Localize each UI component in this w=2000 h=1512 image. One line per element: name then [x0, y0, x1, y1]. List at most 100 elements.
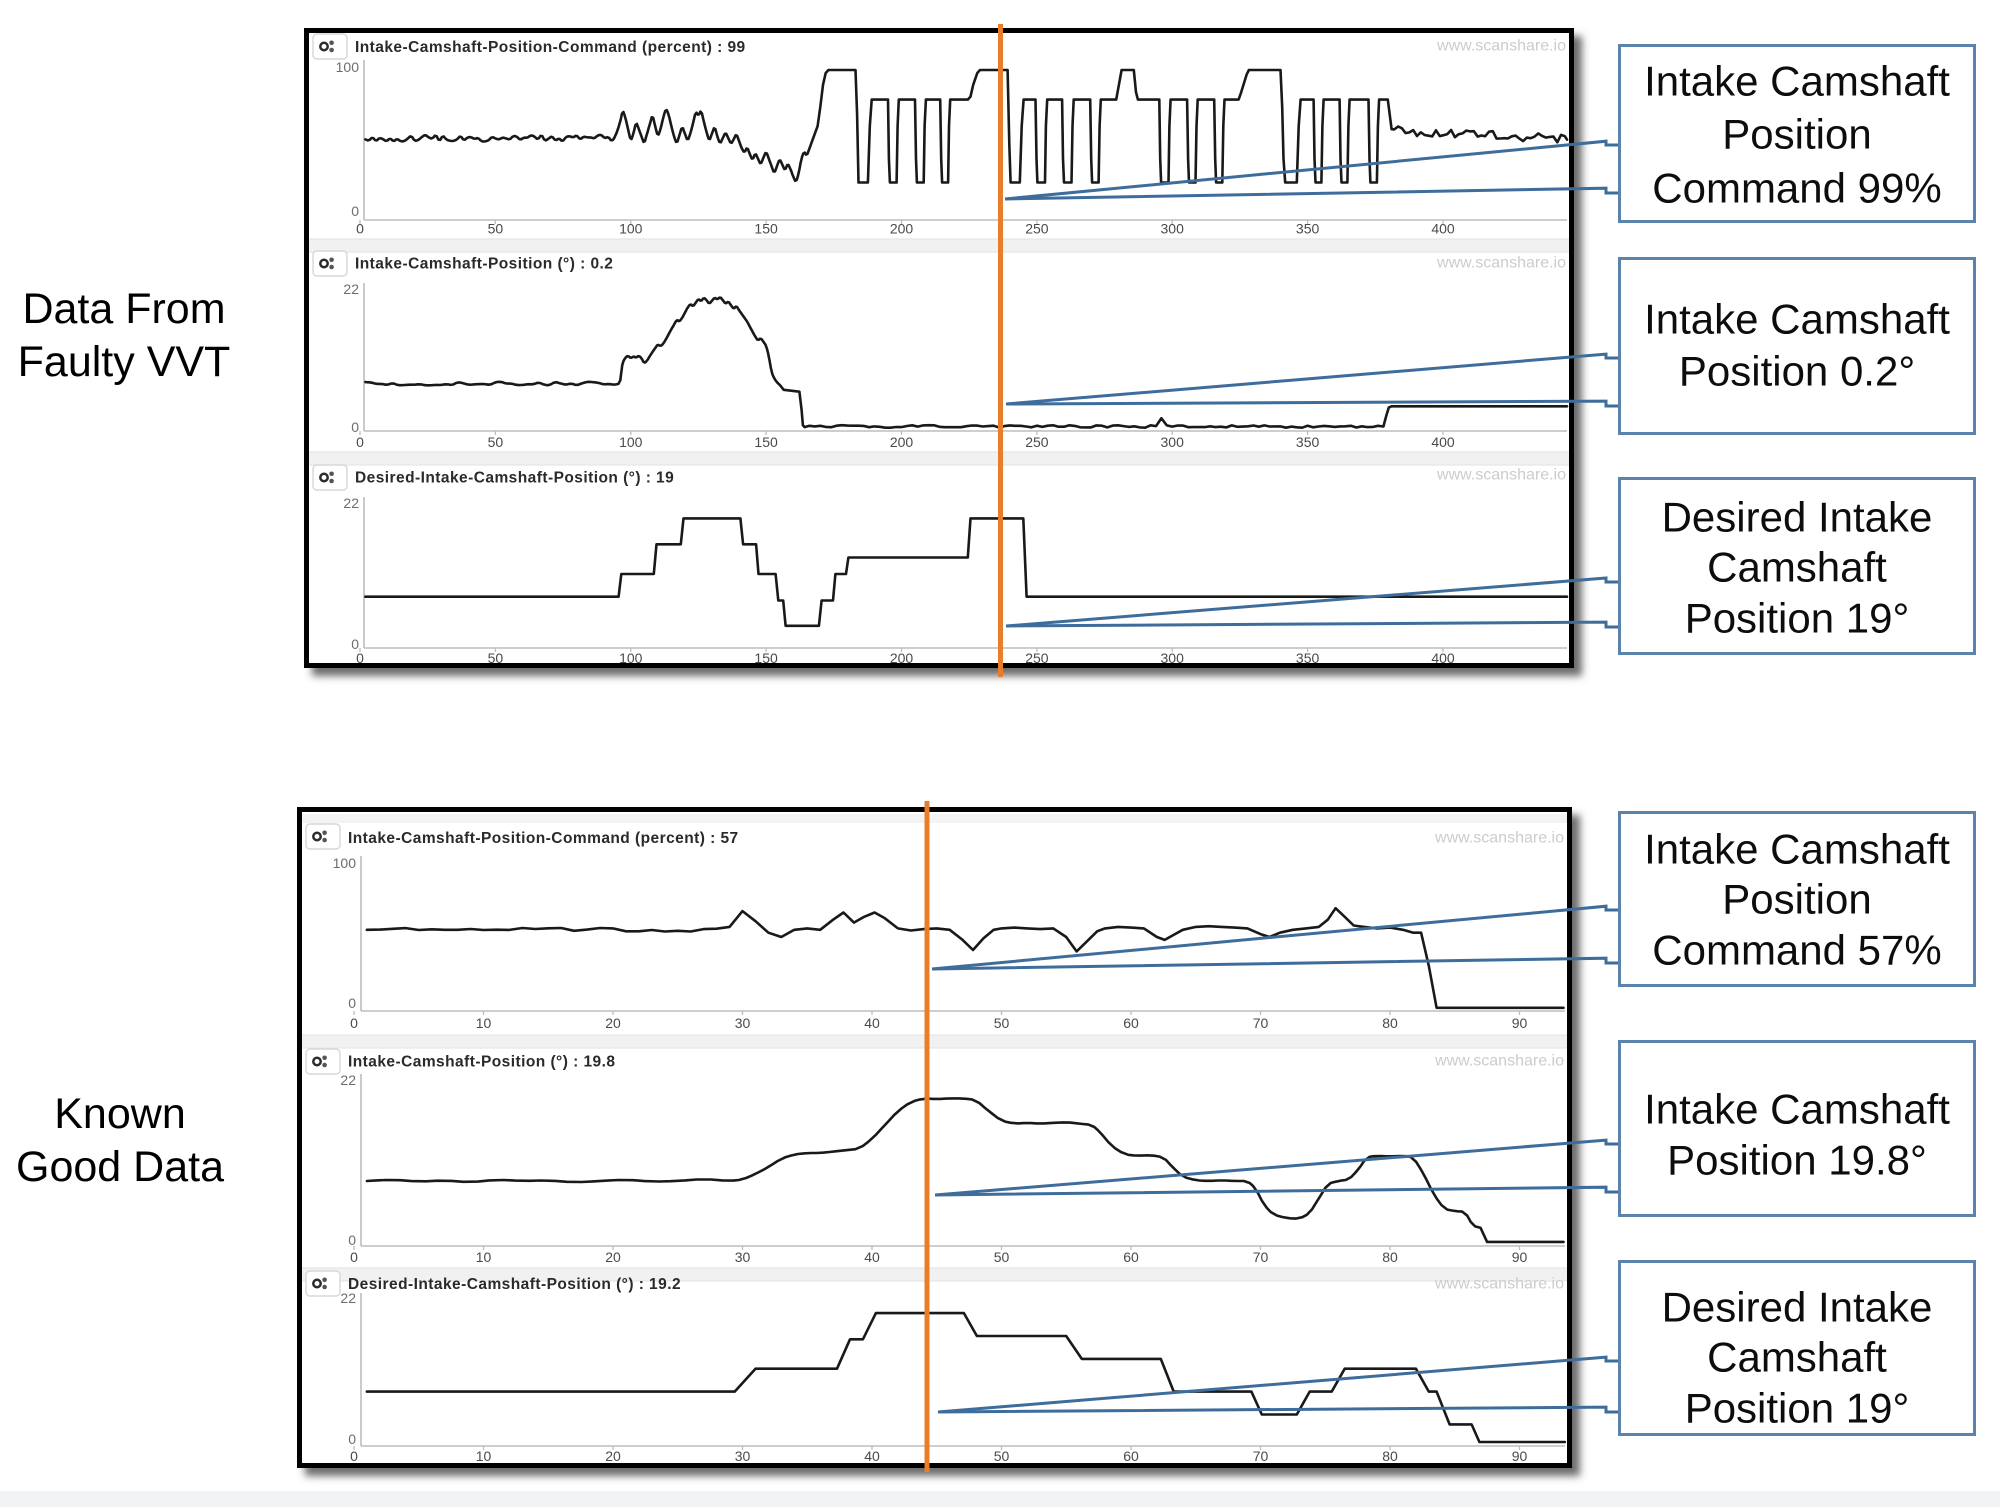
svg-text:0: 0 [348, 1232, 356, 1248]
svg-text:www.scanshare.io: www.scanshare.io [1436, 255, 1566, 272]
svg-text:Good Data: Good Data [16, 1143, 224, 1191]
svg-text:Command 57%: Command 57% [1652, 927, 1941, 974]
svg-text:40: 40 [864, 1448, 880, 1464]
svg-text:250: 250 [1025, 221, 1049, 237]
svg-text:www.scanshare.io: www.scanshare.io [1434, 830, 1564, 847]
svg-text:Position: Position [1722, 876, 1871, 923]
svg-text:30: 30 [735, 1015, 751, 1031]
svg-text:100: 100 [619, 221, 643, 237]
svg-text:50: 50 [994, 1448, 1010, 1464]
svg-text:Desired-Intake-Camshaft-Positi: Desired-Intake-Camshaft-Position (°) : 1… [355, 470, 674, 487]
svg-text:60: 60 [1123, 1249, 1139, 1265]
svg-text:60: 60 [1123, 1448, 1139, 1464]
svg-text:www.scanshare.io: www.scanshare.io [1436, 467, 1566, 484]
svg-text:Intake-Camshaft-Position-Comma: Intake-Camshaft-Position-Command (percen… [355, 39, 746, 56]
svg-text:Position 19°: Position 19° [1685, 595, 1910, 642]
svg-text:40: 40 [864, 1249, 880, 1265]
svg-text:Position 19°: Position 19° [1685, 1385, 1910, 1432]
svg-text:10: 10 [476, 1015, 492, 1031]
svg-text:Intake Camshaft: Intake Camshaft [1644, 826, 1950, 873]
svg-text:www.scanshare.io: www.scanshare.io [1434, 1276, 1564, 1293]
svg-text:300: 300 [1161, 650, 1185, 666]
svg-text:70: 70 [1253, 1249, 1269, 1265]
svg-text:Desired-Intake-Camshaft-Positi: Desired-Intake-Camshaft-Position (°) : 1… [348, 1276, 681, 1293]
svg-text:90: 90 [1512, 1015, 1528, 1031]
svg-text:150: 150 [754, 434, 778, 450]
svg-text:60: 60 [1123, 1015, 1139, 1031]
svg-text:200: 200 [890, 650, 914, 666]
svg-text:Position 19.8°: Position 19.8° [1667, 1137, 1927, 1184]
svg-text:400: 400 [1431, 650, 1455, 666]
svg-text:70: 70 [1253, 1448, 1269, 1464]
svg-text:10: 10 [476, 1249, 492, 1265]
svg-text:50: 50 [488, 221, 504, 237]
svg-text:www.scanshare.io: www.scanshare.io [1436, 38, 1566, 55]
svg-text:Intake Camshaft: Intake Camshaft [1644, 1086, 1950, 1133]
svg-text:0: 0 [348, 995, 356, 1011]
svg-text:Command 99%: Command 99% [1652, 165, 1941, 212]
svg-text:22: 22 [340, 1072, 356, 1088]
svg-text:80: 80 [1382, 1448, 1398, 1464]
svg-text:50: 50 [994, 1015, 1010, 1031]
svg-text:50: 50 [488, 650, 504, 666]
svg-text:Position: Position [1722, 111, 1871, 158]
svg-text:Data From: Data From [22, 285, 225, 333]
svg-text:50: 50 [488, 434, 504, 450]
svg-text:70: 70 [1253, 1015, 1269, 1031]
svg-text:100: 100 [336, 59, 360, 75]
svg-text:Position 0.2°: Position 0.2° [1679, 348, 1915, 395]
svg-text:20: 20 [605, 1249, 621, 1265]
svg-text:0: 0 [350, 1249, 358, 1265]
svg-text:80: 80 [1382, 1015, 1398, 1031]
svg-text:Intake-Camshaft-Position-Comma: Intake-Camshaft-Position-Command (percen… [348, 830, 739, 847]
svg-text:www.scanshare.io: www.scanshare.io [1434, 1053, 1564, 1070]
svg-text:200: 200 [890, 434, 914, 450]
svg-text:Intake Camshaft: Intake Camshaft [1644, 296, 1950, 343]
svg-text:300: 300 [1161, 221, 1185, 237]
svg-text:100: 100 [333, 855, 357, 871]
svg-text:Known: Known [54, 1090, 185, 1138]
svg-text:Camshaft: Camshaft [1707, 544, 1887, 591]
svg-text:0: 0 [351, 419, 359, 435]
svg-text:250: 250 [1025, 434, 1049, 450]
svg-text:200: 200 [890, 221, 914, 237]
svg-text:0: 0 [356, 650, 364, 666]
svg-text:0: 0 [351, 203, 359, 219]
svg-text:Desired Intake: Desired Intake [1662, 1284, 1933, 1331]
svg-text:100: 100 [619, 650, 643, 666]
svg-text:30: 30 [735, 1249, 751, 1265]
svg-text:22: 22 [343, 281, 359, 297]
svg-text:400: 400 [1431, 434, 1455, 450]
svg-text:Desired Intake: Desired Intake [1662, 494, 1933, 541]
svg-text:250: 250 [1025, 650, 1049, 666]
svg-text:0: 0 [350, 1448, 358, 1464]
svg-text:10: 10 [476, 1448, 492, 1464]
svg-text:0: 0 [350, 1015, 358, 1031]
svg-text:50: 50 [994, 1249, 1010, 1265]
svg-text:350: 350 [1296, 434, 1320, 450]
svg-text:Intake Camshaft: Intake Camshaft [1644, 58, 1950, 105]
svg-text:90: 90 [1512, 1249, 1528, 1265]
svg-text:Faulty VVT: Faulty VVT [18, 338, 231, 386]
svg-text:80: 80 [1382, 1249, 1398, 1265]
svg-text:0: 0 [356, 221, 364, 237]
svg-text:20: 20 [605, 1015, 621, 1031]
svg-text:0: 0 [356, 434, 364, 450]
svg-text:350: 350 [1296, 221, 1320, 237]
svg-text:100: 100 [619, 434, 643, 450]
svg-text:22: 22 [340, 1290, 356, 1306]
svg-text:90: 90 [1512, 1448, 1528, 1464]
svg-text:150: 150 [754, 221, 778, 237]
svg-text:Intake-Camshaft-Position (°) :: Intake-Camshaft-Position (°) : 0.2 [355, 256, 613, 273]
svg-text:150: 150 [754, 650, 778, 666]
svg-text:400: 400 [1431, 221, 1455, 237]
svg-text:20: 20 [605, 1448, 621, 1464]
svg-text:300: 300 [1161, 434, 1185, 450]
svg-text:30: 30 [735, 1448, 751, 1464]
svg-text:Intake-Camshaft-Position (°) :: Intake-Camshaft-Position (°) : 19.8 [348, 1054, 615, 1071]
svg-text:350: 350 [1296, 650, 1320, 666]
svg-text:22: 22 [343, 495, 359, 511]
svg-text:0: 0 [348, 1431, 356, 1447]
svg-text:Camshaft: Camshaft [1707, 1334, 1887, 1381]
svg-text:0: 0 [351, 636, 359, 652]
